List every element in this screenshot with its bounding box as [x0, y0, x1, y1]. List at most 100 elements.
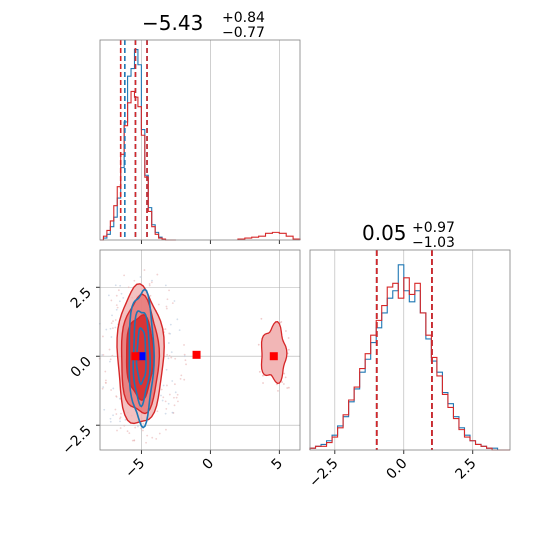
sample-point: [282, 383, 285, 385]
sample-point: [103, 408, 106, 411]
marker-red-1: [131, 352, 140, 361]
sample-point: [123, 424, 126, 427]
title-y-median: 0.05: [362, 221, 407, 245]
x-tick-label-0: −5: [122, 456, 148, 482]
y-tick-label-0: −2.5: [59, 423, 94, 458]
sample-point: [145, 441, 147, 444]
sample-point: [111, 314, 113, 317]
hist-series-red: [100, 90, 176, 241]
sample-point: [165, 407, 168, 410]
sample-point: [180, 374, 183, 377]
sample-point: [148, 284, 151, 287]
x-tick-label-1: 0.0: [384, 456, 411, 483]
sample-point: [165, 307, 168, 310]
sample-point: [156, 273, 159, 276]
sample-point: [166, 353, 169, 356]
sample-point: [287, 348, 290, 351]
sample-point: [122, 296, 125, 299]
sample-point: [115, 308, 118, 311]
sample-point: [114, 326, 117, 329]
sample-point: [177, 400, 179, 403]
sample-point: [164, 328, 167, 330]
sample-point: [142, 422, 145, 425]
sample-point: [173, 396, 175, 399]
sample-point: [166, 298, 169, 301]
sample-point: [258, 370, 261, 373]
sample-point: [117, 289, 120, 292]
sample-point: [176, 393, 179, 396]
sample-point: [119, 284, 122, 287]
sample-point: [262, 374, 264, 377]
sample-point: [118, 300, 121, 303]
sample-point: [170, 356, 173, 359]
sample-point: [109, 417, 112, 420]
sample-point: [166, 384, 168, 387]
title-y-upper-error: +0.97: [412, 220, 455, 236]
sample-point: [164, 400, 167, 403]
sample-point: [179, 377, 182, 380]
marker-blue-0: [137, 352, 146, 361]
sample-point: [160, 394, 162, 397]
sample-point: [165, 305, 168, 308]
sample-point: [146, 434, 149, 437]
sample-point: [183, 353, 186, 356]
sample-point: [171, 411, 174, 414]
sample-point: [183, 355, 186, 358]
sample-point: [114, 284, 117, 287]
sample-point: [131, 439, 134, 442]
title-x-lower-error: −0.77: [222, 25, 265, 41]
histogram-x-frame: [99, 39, 301, 241]
sample-point: [171, 302, 174, 304]
sample-point: [162, 384, 165, 387]
contour-frame: [99, 249, 301, 451]
sample-point: [151, 279, 153, 282]
sample-point: [178, 329, 181, 332]
sample-point: [104, 370, 107, 373]
sample-point: [139, 276, 142, 278]
sample-point: [280, 321, 283, 323]
sample-point: [107, 294, 110, 297]
sample-point: [115, 396, 118, 398]
sample-point: [140, 427, 143, 430]
title-x-upper-error: +0.84: [222, 10, 265, 26]
sample-point: [164, 284, 167, 287]
contour-blue-level-0: [128, 288, 156, 429]
histogram-panel-y: −2.5 0.0 2.5: [306, 249, 511, 491]
hist-tail-red: [237, 231, 301, 240]
y-tick-label-1: 0.0: [68, 354, 95, 381]
sample-point: [105, 379, 107, 382]
sample-point: [128, 432, 131, 435]
contour-panel-x-y: −5 0 5 −2.5 0.0 2.5: [59, 249, 301, 482]
x-tick-label-1: 0: [200, 456, 218, 474]
sample-point: [168, 354, 171, 357]
sample-point: [105, 328, 108, 331]
sample-point: [101, 387, 104, 390]
sample-point: [155, 437, 158, 440]
sample-point: [114, 319, 117, 321]
sample-point: [284, 376, 287, 379]
sample-point: [185, 363, 187, 366]
sample-point: [119, 427, 122, 429]
title-x-median: −5.43: [142, 11, 203, 35]
sample-point: [158, 432, 161, 435]
sample-point: [183, 344, 185, 346]
sample-point: [142, 429, 144, 432]
sample-point: [127, 286, 130, 289]
sample-point: [143, 269, 146, 271]
sample-point: [112, 320, 114, 323]
sample-point: [112, 327, 114, 330]
sample-point: [277, 389, 279, 392]
sample-point: [176, 318, 179, 321]
sample-point: [133, 279, 136, 282]
sample-point: [133, 439, 136, 442]
sample-point: [109, 358, 112, 361]
y-tick-label-2: 2.5: [68, 285, 95, 312]
sample-point: [112, 387, 115, 390]
title-y-lower-error: −1.03: [412, 235, 455, 251]
sample-point: [285, 330, 287, 332]
sample-point: [174, 391, 177, 394]
sample-point: [157, 303, 160, 306]
x-tick-label-2: 5: [269, 456, 287, 474]
x-tick-label-2: 2.5: [453, 456, 480, 483]
sample-point: [102, 353, 105, 356]
